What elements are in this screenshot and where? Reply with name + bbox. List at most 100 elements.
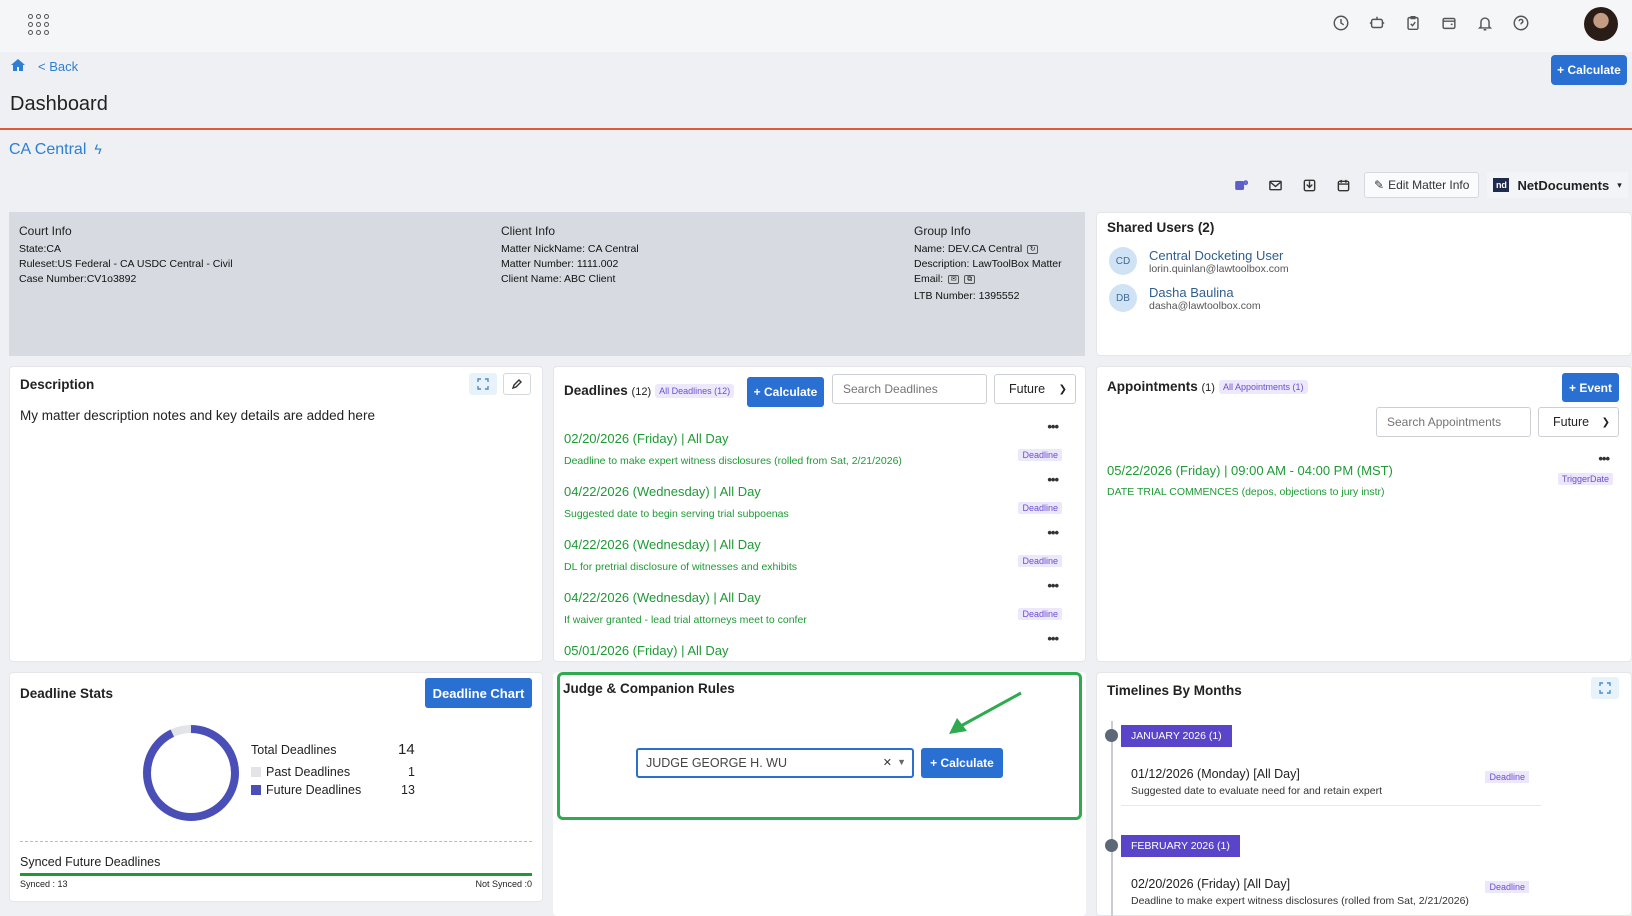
bell-icon[interactable] <box>1474 12 1496 34</box>
more-options-icon[interactable]: ••• <box>1047 525 1059 540</box>
client-name: Client Name: ABC Client <box>501 273 616 285</box>
shared-users-count: (2) <box>1197 220 1215 235</box>
more-options-icon[interactable]: ••• <box>1047 631 1059 646</box>
user-name: Dasha Baulina <box>1149 284 1234 300</box>
more-options-icon[interactable]: ••• <box>1598 451 1610 466</box>
matter-action-row: ✎ Edit Matter Info nd NetDocuments ▾ <box>1228 172 1628 198</box>
app-launcher-icon[interactable] <box>28 14 50 36</box>
client-matter-number: Matter Number: 1111.002 <box>501 258 619 270</box>
client-nickname: Matter NickName: CA Central <box>501 243 639 255</box>
clipboard-icon[interactable] <box>1402 12 1424 34</box>
netdocuments-dropdown[interactable]: nd NetDocuments ▾ <box>1487 172 1628 198</box>
deadline-tag: Deadline <box>1018 449 1062 461</box>
court-ruleset: Ruleset:US Federal - CA USDC Central - C… <box>19 258 233 270</box>
email-icon[interactable]: ✉ <box>948 274 960 284</box>
top-bar <box>0 0 1632 52</box>
deadline-item[interactable]: ••• 04/22/2026 (Wednesday) | All Day Sug… <box>564 472 1068 520</box>
mail-icon[interactable] <box>1262 172 1288 198</box>
shared-users-title: Shared Users (2) <box>1107 220 1214 235</box>
timeline-item[interactable]: 01/12/2026 (Monday) [All Day] Suggested … <box>1121 759 1541 806</box>
deadlines-title: Deadlines (12) All Deadlines (12) <box>564 383 735 399</box>
edit-description-icon[interactable] <box>503 373 531 395</box>
total-deadlines-row: Total Deadlines <box>251 743 336 757</box>
copy-icon[interactable]: ⧉ <box>964 274 976 284</box>
avatar[interactable] <box>1584 7 1618 41</box>
timeline-dot <box>1105 839 1118 852</box>
timeline-dot <box>1105 729 1118 742</box>
user-initials-avatar: DB <box>1109 284 1137 312</box>
expand-icon[interactable] <box>1591 677 1619 699</box>
court-state: State:CA <box>19 243 62 255</box>
add-event-button[interactable]: + Event <box>1562 373 1619 402</box>
more-options-icon[interactable]: ••• <box>1047 419 1059 434</box>
edit-matter-info-label: Edit Matter Info <box>1388 178 1470 192</box>
deadlines-calculate-button[interactable]: + Calculate <box>747 377 824 407</box>
deadline-chart-button[interactable]: Deadline Chart <box>425 678 532 708</box>
timeline-item-title: 02/20/2026 (Friday) [All Day] <box>1131 877 1291 891</box>
appointments-filter-select[interactable]: Future ❯ <box>1538 407 1619 437</box>
all-deadlines-link[interactable]: All Deadlines (12) <box>655 384 735 399</box>
deadline-date: 02/20/2026 (Friday) | All Day <box>564 431 729 446</box>
month-label[interactable]: FEBRUARY 2026 (1) <box>1121 835 1240 857</box>
deadline-item[interactable]: ••• 04/22/2026 (Wednesday) | All Day If … <box>564 578 1068 626</box>
more-options-icon[interactable]: ••• <box>1047 472 1059 487</box>
synced-title: Synced Future Deadlines <box>20 855 161 869</box>
group-description: Description: LawToolBox Matter <box>914 258 1062 270</box>
help-icon[interactable] <box>1510 12 1532 34</box>
search-appointments-input[interactable] <box>1376 407 1531 437</box>
edit-matter-info-button[interactable]: ✎ Edit Matter Info <box>1364 172 1480 198</box>
judge-select[interactable]: JUDGE GEORGE H. WU ✕ ▼ <box>636 748 914 778</box>
timeline-item-tag: Deadline <box>1485 881 1529 893</box>
arrow-annotation-icon <box>949 691 1022 734</box>
netdocuments-logo-icon: nd <box>1493 178 1510 192</box>
group-info-heading: Group Info <box>914 224 971 238</box>
appointments-card: Appointments (1) All Appointments (1) + E… <box>1096 366 1632 662</box>
timeline-item[interactable]: 02/20/2026 (Friday) [All Day] Deadline t… <box>1121 869 1541 915</box>
deadline-date: 04/22/2026 (Wednesday) | All Day <box>564 484 761 499</box>
inbox-icon[interactable] <box>1296 172 1322 198</box>
judge-card: Judge & Companion Rules JUDGE GEORGE H. … <box>553 672 1086 916</box>
timeline-item-title: 01/12/2026 (Monday) [All Day] <box>1131 767 1300 781</box>
appointments-title-text: Appointments <box>1107 379 1198 394</box>
deadline-item[interactable]: ••• 04/22/2026 (Wednesday) | All Day DL … <box>564 525 1068 573</box>
back-link[interactable]: < Back <box>38 59 79 74</box>
timelines-card: Timelines By Months JANUARY 2026 (1) 01/… <box>1096 672 1632 916</box>
more-options-icon[interactable]: ••• <box>1047 578 1059 593</box>
synced-progress-fill <box>20 873 532 876</box>
shared-user-item[interactable]: DB Dasha Baulina dasha@lawtoolbox.com <box>1109 284 1261 312</box>
deadline-stats-card: Deadline Stats Deadline Chart Total Dead… <box>9 672 543 902</box>
deadline-item[interactable]: ••• 05/01/2026 (Friday) | All Day <box>564 631 1068 658</box>
teams-icon[interactable] <box>1228 172 1254 198</box>
deadline-tag: Deadline <box>1018 502 1062 514</box>
deadlines-filter-value: Future <box>1009 382 1046 396</box>
home-icon[interactable] <box>10 58 26 72</box>
group-info: Group Info Name: DEV.CA Central ↻ Descrip… <box>914 224 1062 304</box>
deadline-description: If waiver granted - lead trial attorneys… <box>564 614 807 626</box>
judge-highlight-box: Judge & Companion Rules JUDGE GEORGE H. … <box>557 672 1082 820</box>
judge-calculate-button[interactable]: + Calculate <box>921 748 1003 778</box>
matter-title-text: CA Central <box>9 141 87 158</box>
clock-icon[interactable] <box>1330 12 1352 34</box>
matter-title[interactable]: CA Central ϟ <box>9 141 102 159</box>
clear-icon[interactable]: ✕ <box>882 757 892 769</box>
past-label: Past Deadlines <box>266 765 351 779</box>
group-email: Email: <box>914 273 944 285</box>
deadlines-filter-select[interactable]: Future ❯ <box>994 374 1076 404</box>
user-name: Central Docketing User <box>1149 247 1284 263</box>
robot-icon[interactable] <box>1366 12 1388 34</box>
deadline-date: 05/01/2026 (Friday) | All Day <box>564 643 729 658</box>
chevron-down-icon: ▼ <box>897 757 906 767</box>
deadline-item[interactable]: ••• 02/20/2026 (Friday) | All Day Deadli… <box>564 419 1068 467</box>
shared-user-item[interactable]: CD Central Docketing User lorin.quinlan@l… <box>1109 247 1289 275</box>
refresh-icon[interactable]: ↻ <box>1027 244 1039 254</box>
month-label[interactable]: JANUARY 2026 (1) <box>1121 725 1232 747</box>
calendar-icon[interactable] <box>1330 172 1356 198</box>
search-deadlines-input[interactable] <box>832 374 987 404</box>
deadline-description: DL for pretrial disclosure of witnesses … <box>564 561 798 573</box>
header-calculate-button[interactable]: + Calculate <box>1551 55 1627 85</box>
appointment-item[interactable]: ••• 05/22/2026 (Friday) | 09:00 AM - 04:… <box>1107 451 1619 498</box>
deadline-stats-title: Deadline Stats <box>20 686 114 701</box>
wallet-icon[interactable] <box>1438 12 1460 34</box>
all-appointments-link[interactable]: All Appointments (1) <box>1218 380 1308 395</box>
expand-icon[interactable] <box>469 373 497 395</box>
